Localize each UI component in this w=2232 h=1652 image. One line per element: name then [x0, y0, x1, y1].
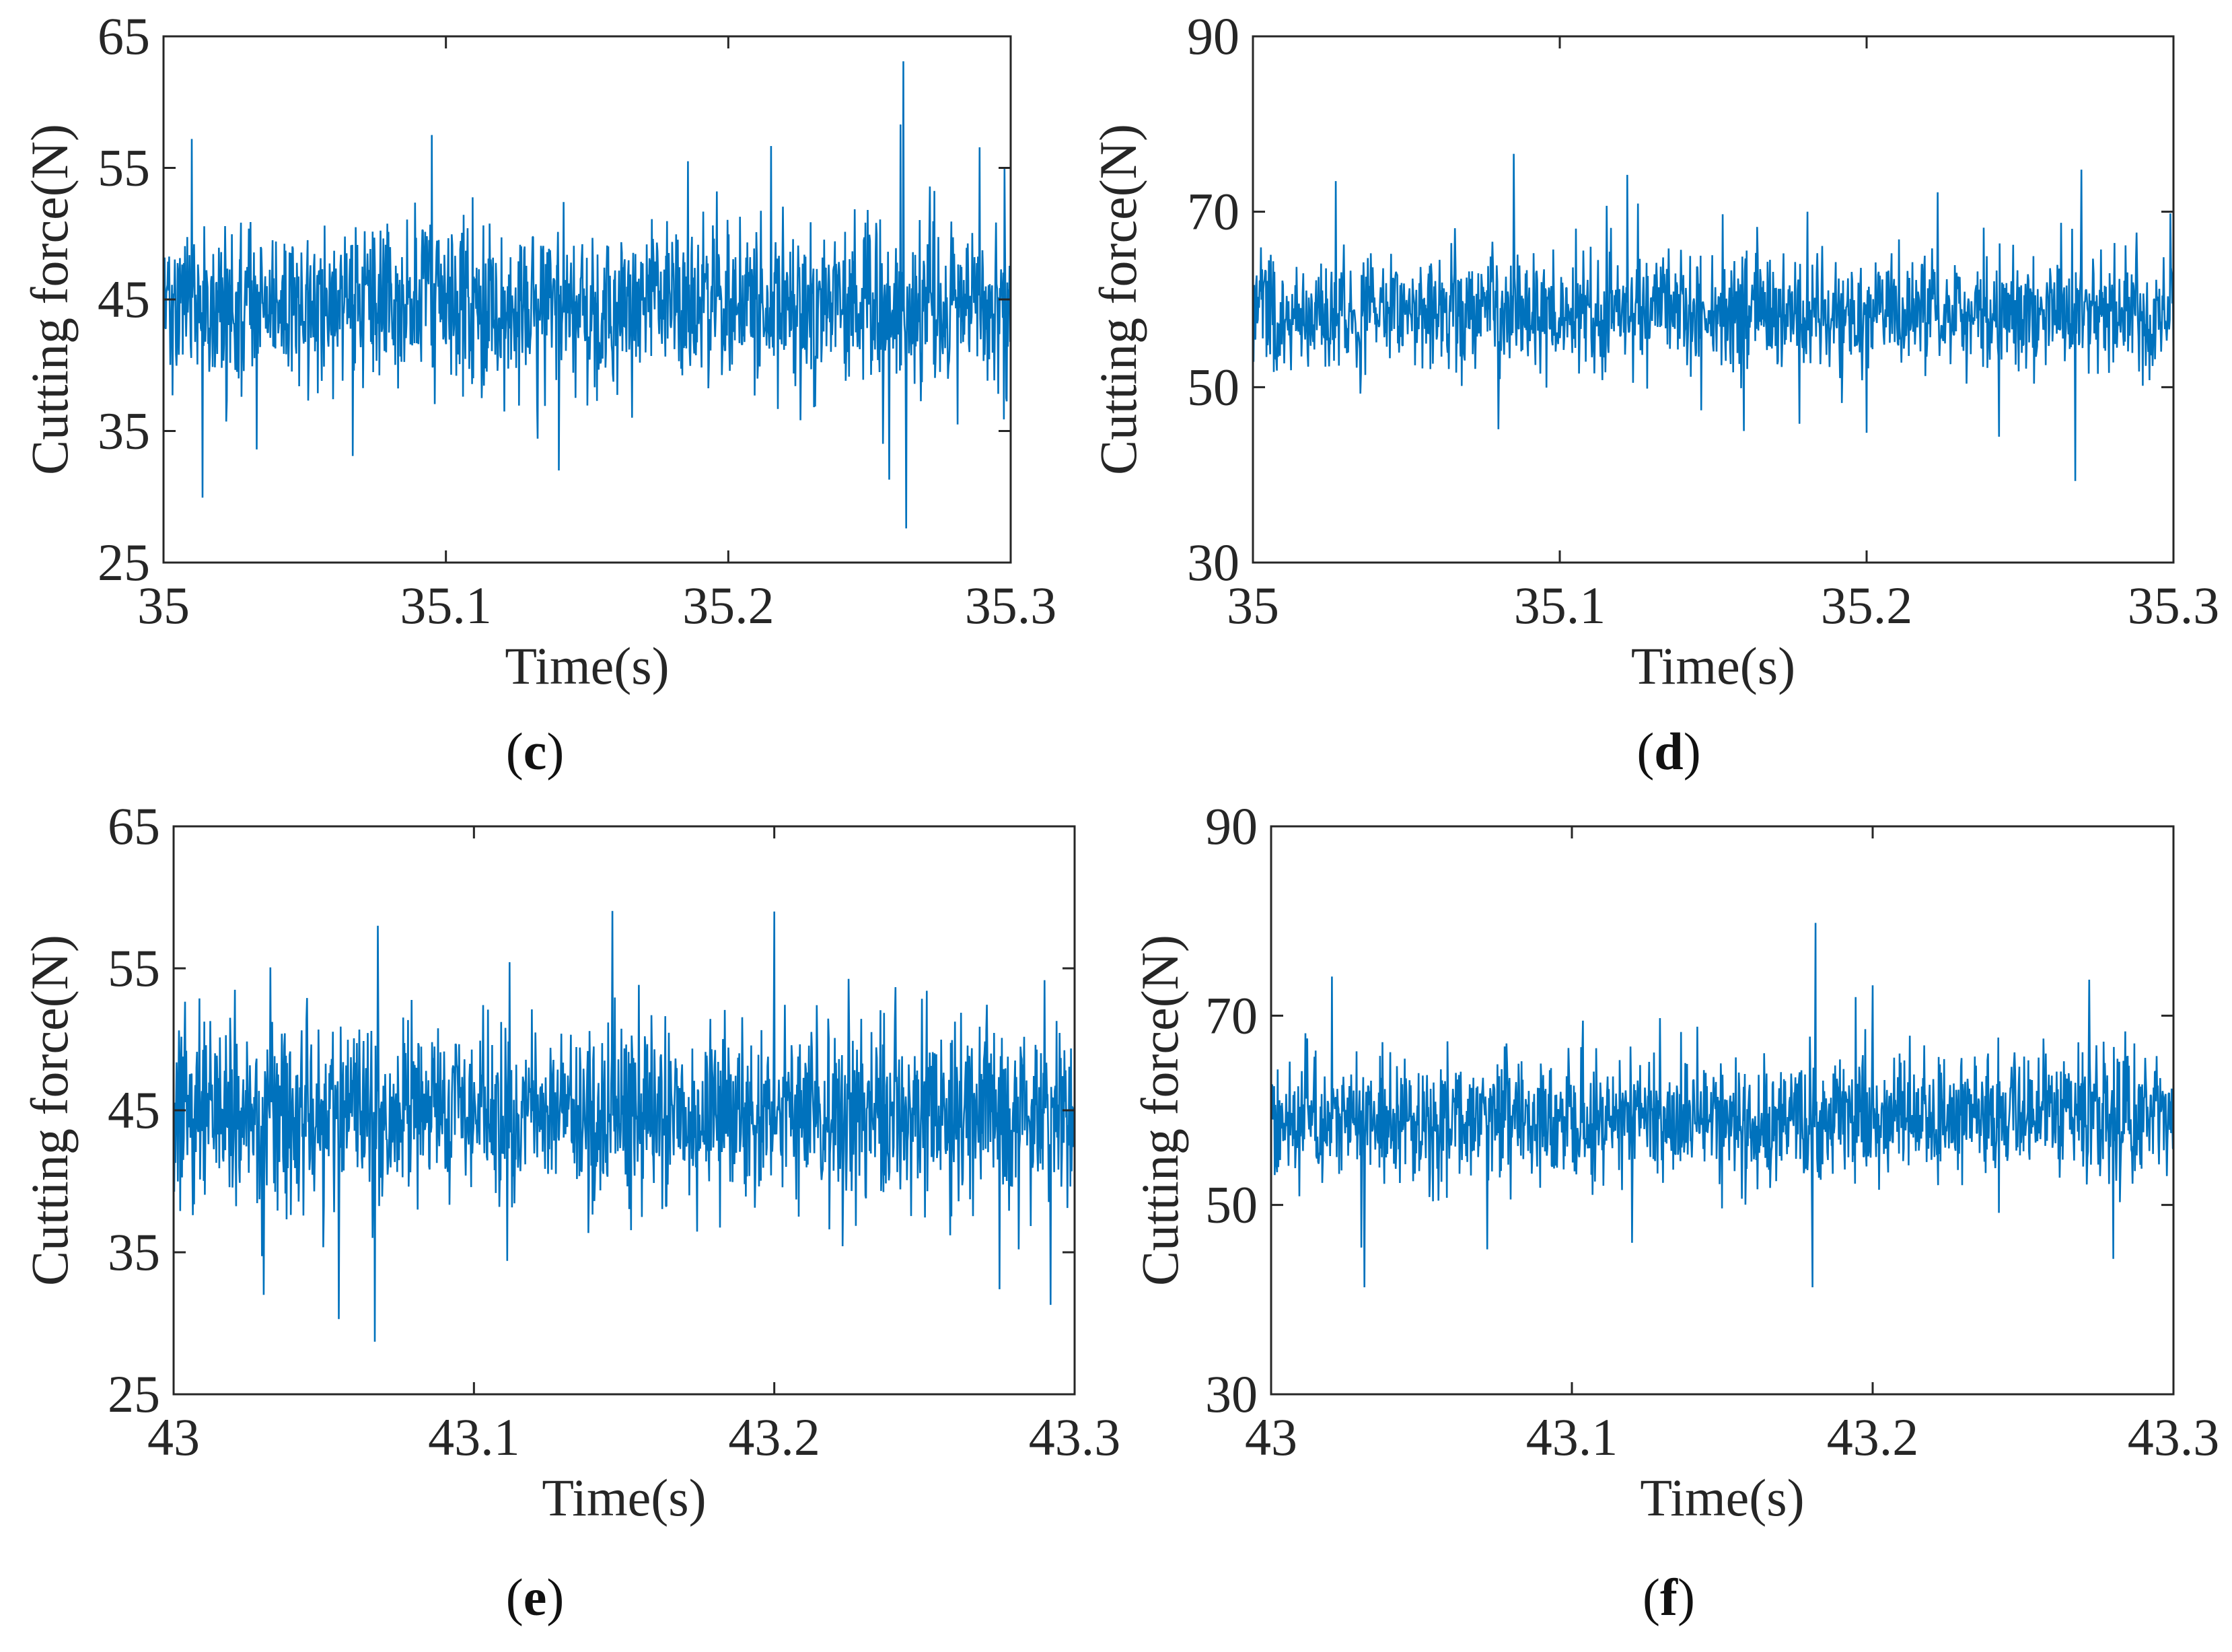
x-tick-label: 35.3: [965, 576, 1057, 635]
y-tick-label: 90: [1187, 7, 1239, 65]
y-tick-label: 45: [108, 1081, 160, 1139]
chart-panel-d: 35 35.1 35.2 35.3 30 50 70 90 Time(s) Cutting for…: [1089, 7, 2219, 781]
axes-frame-d: [1252, 35, 2175, 564]
x-tick-label: 43.1: [428, 1408, 520, 1466]
x-tick-label: 35.2: [1821, 576, 1913, 635]
y-tick-label: 70: [1205, 986, 1258, 1044]
panel-caption-d: (d): [1636, 722, 1700, 781]
x-tick-label: 43: [1245, 1408, 1297, 1466]
y-axis-label: Cutting force(N): [20, 935, 79, 1286]
y-axis-label: Cutting force(N): [1130, 935, 1189, 1286]
y-tick-label: 90: [1205, 797, 1258, 855]
y-tick-label: 35: [108, 1223, 160, 1281]
series-line-c: [162, 61, 1012, 529]
axes-frame-f: [1270, 825, 2175, 1396]
x-tick-label: 43.3: [1029, 1408, 1121, 1466]
series-line-f: [1270, 923, 2175, 1288]
x-axis-label: Time(s): [505, 637, 669, 695]
x-tick-label: 35.2: [682, 576, 775, 635]
y-tick-label: 55: [98, 139, 150, 197]
y-tick-label: 50: [1187, 357, 1239, 416]
y-tick-label: 35: [98, 402, 150, 460]
y-tick-label: 65: [98, 7, 150, 65]
x-tick-label: 35.1: [1514, 576, 1606, 635]
panel-caption-f: (f): [1643, 1568, 1695, 1626]
panel-caption-c: (c): [506, 722, 565, 781]
x-tick-label: 35.1: [400, 576, 492, 635]
y-tick-label: 45: [98, 270, 150, 328]
y-tick-label: 65: [108, 797, 160, 855]
x-tick-label: 43.1: [1526, 1408, 1618, 1466]
y-tick-label: 70: [1187, 182, 1239, 241]
x-axis-label: Time(s): [542, 1468, 706, 1527]
x-axis-label: Time(s): [1631, 637, 1795, 695]
series-line-d: [1252, 153, 2175, 481]
y-tick-label: 30: [1205, 1365, 1258, 1423]
x-tick-label: 35: [137, 576, 190, 635]
x-tick-label: 35.3: [2128, 576, 2220, 635]
y-tick-label: 55: [108, 939, 160, 997]
x-tick-label: 35: [1227, 576, 1279, 635]
x-tick-label: 43.2: [728, 1408, 820, 1466]
chart-panel-f: 43 43.1 43.2 43.3 30 50 70 90 Time(s) Cutting for…: [1130, 797, 2219, 1626]
x-axis-label: Time(s): [1640, 1468, 1804, 1527]
x-tick-label: 43.3: [2128, 1408, 2220, 1466]
y-tick-label: 25: [108, 1365, 160, 1423]
panel-caption-e: (e): [506, 1568, 565, 1626]
y-tick-label: 30: [1187, 533, 1239, 591]
y-tick-label: 50: [1205, 1176, 1258, 1234]
y-axis-label: Cutting force(N): [20, 124, 79, 475]
chart-panel-e: 43 43.1 43.2 43.3 25 35 45 55 65 Time(s) Cutting f…: [20, 797, 1120, 1626]
x-tick-label: 43: [147, 1408, 200, 1466]
x-tick-label: 43.2: [1827, 1408, 1919, 1466]
y-tick-label: 25: [98, 533, 150, 591]
y-axis-label: Cutting force(N): [1089, 124, 1147, 475]
series-line-e: [172, 910, 1076, 1342]
